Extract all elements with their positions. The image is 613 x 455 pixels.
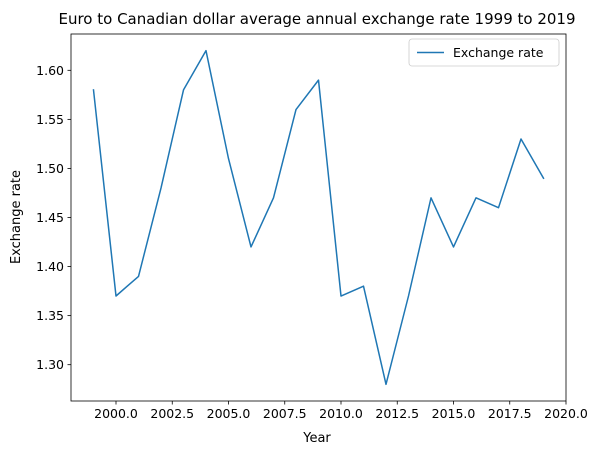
y-tick-label: 1.50 — [36, 161, 64, 176]
legend-box — [408, 38, 560, 67]
x-tick-label: 2015.0 — [432, 406, 476, 421]
y-tick-label: 1.35 — [36, 308, 64, 323]
legend-label: Exchange rate — [453, 45, 544, 60]
series-line — [92, 49, 545, 386]
y-tick-label: 1.45 — [36, 210, 64, 225]
y-tick-label: 1.40 — [36, 259, 64, 274]
x-tick-label: 2010.0 — [319, 406, 363, 421]
y-axis-label: Exchange rate — [9, 170, 24, 264]
y-tick-label: 1.60 — [36, 63, 64, 78]
y-tick-label: 1.55 — [36, 112, 64, 127]
x-axis-label: Year — [302, 431, 331, 446]
x-tick-label: 2007.5 — [263, 406, 307, 421]
x-tick-label: 2020.0 — [544, 406, 588, 421]
x-tick-label: 2017.5 — [488, 406, 532, 421]
chart-title: Euro to Canadian dollar average annual e… — [58, 10, 575, 28]
plot-area: 2000.0 2002.5 2005.0 2007.5 2010.0 2012.5 2015… — [36, 33, 588, 421]
x-tick-label: 2012.5 — [375, 406, 419, 421]
x-tick-label: 2002.5 — [150, 406, 194, 421]
x-tick-label: 2005.0 — [207, 406, 251, 421]
y-tick-label: 1.30 — [36, 357, 64, 372]
x-tick-label: 2000.0 — [94, 406, 138, 421]
